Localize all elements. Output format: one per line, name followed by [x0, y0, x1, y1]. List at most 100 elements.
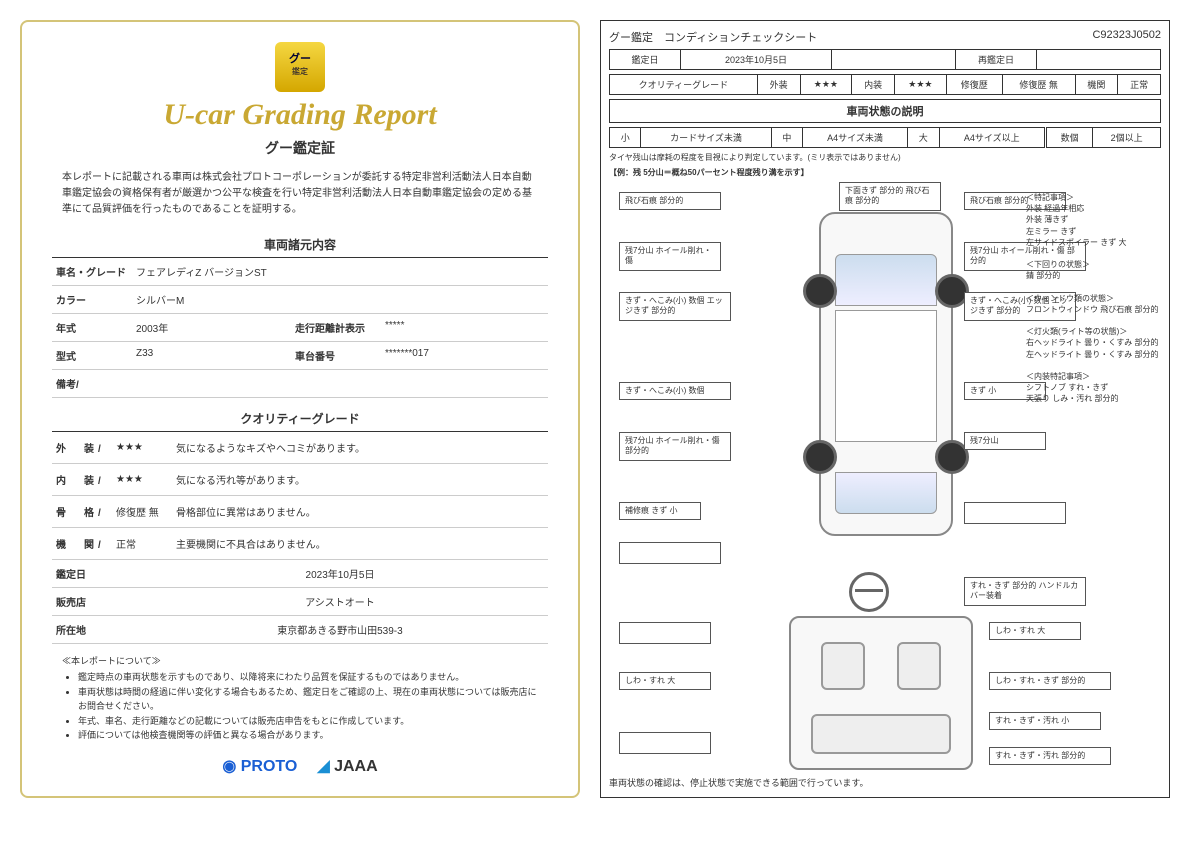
- windshield-icon: [835, 254, 937, 306]
- goo-badge: [275, 42, 325, 92]
- info-row: 所在地東京都あきる野市山田539-3: [52, 616, 548, 644]
- cell: 大: [908, 128, 939, 148]
- info-row: 鑑定日2023年10月5日: [52, 560, 548, 588]
- callout-empty: [619, 732, 711, 754]
- remarks-title: ＜ウィンドウ類の状態＞: [1026, 293, 1161, 304]
- logos: PROTO JAAA: [52, 756, 548, 776]
- note-item: 車両状態は時間の経過に伴い変化する場合もあるため、鑑定日をご確認の上、現在の車両…: [78, 685, 538, 714]
- spec-value: *****: [385, 320, 544, 335]
- callout-empty: [619, 622, 711, 644]
- callout: きず・へこみ(小) 数個 エッジきず 部分的: [619, 292, 731, 321]
- cell: 鑑定日: [610, 50, 681, 70]
- grade-label: 機 関/: [56, 536, 116, 551]
- grade-text: 骨格部位に異常はありません。: [176, 504, 544, 519]
- footer-note: 車両状態の確認は、停止状態で実施できる範囲で行っています。: [609, 776, 1161, 789]
- grade-stars: ★★★: [116, 442, 176, 453]
- grade-row: 機 関/正常主要機関に不具合はありません。: [52, 528, 548, 560]
- spec-row: 車名・グレードフェアレディZ バージョンST: [52, 258, 548, 286]
- wheel-fl-icon: [803, 274, 837, 308]
- spec-label: 型式: [56, 348, 136, 363]
- remarks-text: フロントウィンドウ 飛び石痕 部分的: [1026, 304, 1161, 315]
- cell: 数個: [1046, 128, 1093, 148]
- condition-title: 車両状態の説明: [609, 99, 1161, 123]
- cell: クオリティーグレード: [610, 75, 758, 95]
- info-value: 2023年10月5日: [136, 566, 544, 581]
- info-row: 販売店アシストオート: [52, 588, 548, 616]
- spec-value: フェアレディZ バージョンST: [136, 264, 544, 279]
- cell: 小: [610, 128, 641, 148]
- grade-table: クオリティーグレード外装★★★内装★★★修復歴修復歴 無機関正常: [609, 74, 1161, 95]
- cell: A4サイズ以上: [939, 128, 1046, 148]
- callout: 補修痕 きず 小: [619, 502, 701, 520]
- spec-row: 備考/: [52, 370, 548, 398]
- interior-box: [789, 616, 973, 770]
- intro-text: 本レポートに記載される車両は株式会社プロトコーポレーションが委託する特定非営利活…: [62, 170, 538, 218]
- roof-icon: [835, 310, 937, 442]
- notes-block: ≪本レポートについて≫ 鑑定時点の車両状態を示すものであり、以降将来にわたり品質…: [62, 654, 538, 742]
- grade-row: 内 装/★★★気になる汚れ等があります。: [52, 464, 548, 496]
- callout: きず・へこみ(小) 数個: [619, 382, 731, 400]
- callout: 飛び石痕 部分的: [619, 192, 721, 210]
- spec-value: 2003年: [136, 320, 295, 335]
- cell: ★★★: [895, 75, 947, 95]
- cell: 2個以上: [1093, 128, 1161, 148]
- tire-note: 【例：残 5分山＝概ね50パーセント程度残り溝を示す】: [609, 167, 1161, 178]
- spec-label: 年式: [56, 320, 136, 335]
- grade-value: 修復歴 無: [116, 504, 176, 519]
- cell: 再鑑定日: [956, 50, 1037, 70]
- spec-value: *******017: [385, 348, 544, 363]
- seat-left-icon: [821, 642, 865, 690]
- spec-label: 車台番号: [295, 348, 385, 363]
- info-label: 所在地: [56, 622, 136, 637]
- remarks-title: ＜下回りの状態＞: [1026, 259, 1161, 270]
- info-value: アシストオート: [136, 594, 544, 609]
- rear-window-icon: [835, 472, 937, 514]
- cell: 外装: [757, 75, 800, 95]
- note-item: 年式、車名、走行距離などの記載については販売店申告をもとに作成しています。: [78, 714, 538, 728]
- spec-row: 年式2003年走行距離計表示*****: [52, 314, 548, 342]
- cell: A4サイズ未満: [803, 128, 908, 148]
- grade-text: 気になる汚れ等があります。: [176, 472, 544, 487]
- info-label: 鑑定日: [56, 566, 136, 581]
- report-title: U-car Grading Report: [52, 98, 548, 132]
- info-value: 東京都あきる野市山田539-3: [136, 622, 544, 637]
- remarks-title: ＜灯火類(ライト等の状態)＞: [1026, 326, 1161, 337]
- spec-label: カラー: [56, 292, 136, 307]
- info-label: 販売店: [56, 594, 136, 609]
- spec-label: 走行距離計表示: [295, 320, 385, 335]
- sheet-title: グー鑑定 コンディションチェックシート: [609, 29, 817, 45]
- cell: 修復歴 無: [1002, 75, 1075, 95]
- grade-stars: ★★★: [116, 474, 176, 485]
- callout: しわ・すれ 大: [619, 672, 711, 690]
- grade-label: 骨 格/: [56, 504, 116, 519]
- spec-value: Z33: [136, 348, 295, 363]
- callout-empty: [964, 502, 1066, 524]
- note-item: 鑑定時点の車両状態を示すものであり、以降将来にわたり品質を保証するものではありま…: [78, 670, 538, 684]
- report-subtitle: グー鑑定証: [52, 138, 548, 158]
- note-item: 評価については他検査機関等の評価と異なる場合があります。: [78, 728, 538, 742]
- steering-icon: [849, 572, 889, 612]
- callout-empty: [619, 542, 721, 564]
- callout: すれ・きず 部分的 ハンドルカバー装着: [964, 577, 1086, 606]
- jaaa-logo: JAAA: [317, 756, 377, 776]
- remarks-text: シフトノブ すれ・きず 天張り しみ・汚れ 部分的: [1026, 382, 1161, 404]
- spec-value: シルバーM: [136, 292, 544, 307]
- grade-label: 内 装/: [56, 472, 116, 487]
- cell: 修復歴: [946, 75, 1002, 95]
- spec-row: 型式Z33車台番号*******017: [52, 342, 548, 370]
- callout: 残7分山: [964, 432, 1046, 450]
- grade-text: 気になるようなキズやヘコミがあります。: [176, 440, 544, 455]
- callout: 下面きず 部分的 飛び石痕 部分的: [839, 182, 941, 211]
- proto-logo: PROTO: [222, 756, 297, 776]
- remarks-title: ＜特記事項＞: [1026, 192, 1161, 203]
- spec-label: 備考/: [56, 376, 136, 391]
- grade-text: 主要機関に不具合はありません。: [176, 536, 544, 551]
- spec-label: 車名・グレード: [56, 264, 136, 279]
- size-table: 小カードサイズ未満中A4サイズ未満大A4サイズ以上数個2個以上: [609, 127, 1161, 148]
- grade-label: 外 装/: [56, 440, 116, 455]
- tire-note: タイヤ残山は摩耗の程度を目視により判定しています。(ミリ表示ではありません): [609, 152, 1161, 163]
- cell: カードサイズ未満: [641, 128, 771, 148]
- certificate-panel: U-car Grading Report グー鑑定証 本レポートに記載される車両…: [20, 20, 580, 798]
- callout: しわ・すれ 大: [989, 622, 1081, 640]
- remarks-text: 錆 部分的: [1026, 270, 1161, 281]
